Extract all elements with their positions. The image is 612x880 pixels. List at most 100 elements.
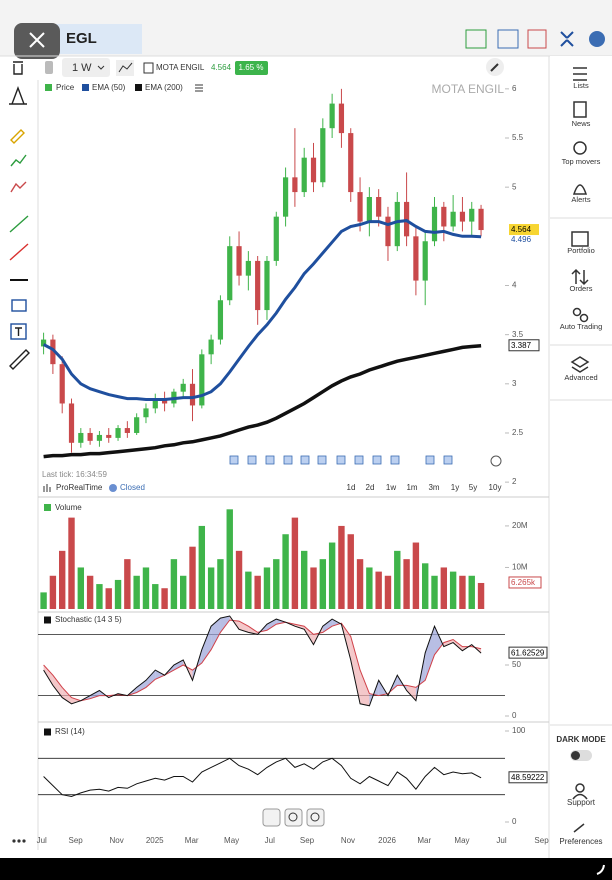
candle-body	[273, 216, 279, 261]
sidebar-label[interactable]: News	[572, 119, 591, 128]
pattern-icon[interactable]	[10, 181, 27, 193]
instrument: MOTA ENGIL	[156, 63, 205, 72]
volume-bar	[347, 534, 354, 609]
volume-bar	[152, 584, 159, 609]
range-button[interactable]: 1m	[406, 483, 417, 492]
panel-title: RSI (14)	[55, 727, 85, 736]
sidebar-label[interactable]: Alerts	[571, 195, 590, 204]
sidebar-label[interactable]: Auto Trading	[560, 322, 603, 331]
period-select[interactable]	[62, 58, 110, 77]
sidebar-label[interactable]: Portfolio	[567, 246, 595, 255]
last-price: 4.564	[511, 225, 532, 234]
volume-bar	[133, 575, 140, 609]
x-tick-label: Mar	[185, 836, 199, 845]
zoom-out[interactable]	[284, 808, 303, 827]
x-tick-label: May	[454, 836, 469, 845]
info-icon[interactable]	[143, 62, 154, 74]
candle-body	[348, 133, 354, 193]
candle-body	[161, 398, 168, 404]
range-button[interactable]: 1y	[451, 483, 459, 492]
x-tick-label: Jul	[496, 836, 506, 845]
trend-icon[interactable]	[10, 154, 27, 167]
x-tick-label: May	[224, 836, 239, 845]
x-tick-label: 2026	[378, 836, 396, 845]
range-button[interactable]: 2d	[366, 483, 375, 492]
y-tick-label: 100	[512, 726, 526, 735]
volume-bar	[180, 575, 187, 609]
range-button[interactable]: 3m	[428, 483, 439, 492]
x-tick-label: Jul	[265, 836, 275, 845]
legend-label: EMA (200)	[145, 83, 183, 92]
candle-body	[87, 432, 93, 441]
fullscreen-icon[interactable]	[560, 31, 574, 47]
y-tick-label: 3.5	[512, 330, 524, 339]
volume-bar	[282, 534, 289, 609]
range-button[interactable]: 5y	[469, 483, 477, 492]
candle-body	[96, 434, 103, 441]
candle-body	[208, 339, 214, 355]
rect-tool[interactable]	[11, 299, 27, 312]
text-tool[interactable]	[10, 323, 27, 340]
y-tick-label: 4	[512, 281, 517, 290]
text-glyph	[15, 327, 22, 336]
y-tick-label: 5.5	[512, 133, 524, 142]
legend-menu[interactable]	[195, 84, 203, 92]
trade-icon[interactable]	[527, 29, 547, 49]
candle-body	[152, 398, 158, 409]
sidebar-label[interactable]: Orders	[570, 284, 593, 293]
oscillator-fill	[220, 616, 230, 633]
pencil-icon[interactable]	[10, 129, 25, 144]
volume-bar	[263, 567, 271, 609]
sidebar-label[interactable]: Lists	[573, 81, 589, 90]
y-tick-label: 0	[512, 711, 517, 720]
oscillator-fill	[313, 626, 323, 645]
ema-line	[43, 344, 482, 459]
volume-bar	[114, 579, 122, 609]
volume-bar	[226, 509, 233, 609]
alert-icon[interactable]	[9, 86, 27, 105]
reset-zoom[interactable]	[262, 808, 281, 827]
oscillator-fill	[453, 639, 463, 651]
symbol-box[interactable]	[48, 24, 142, 54]
ruler-tool[interactable]	[9, 349, 30, 370]
volume-bar	[459, 575, 466, 609]
indicator-icon[interactable]	[465, 29, 487, 49]
y-tick-label: 50	[512, 660, 521, 669]
panel-swatch	[44, 616, 51, 624]
oscillator-fill	[434, 626, 444, 655]
wrench-icon	[490, 63, 499, 72]
candle-body	[59, 364, 65, 404]
info-button[interactable]	[490, 455, 502, 467]
sidebar-label[interactable]: Top movers	[562, 157, 601, 166]
volume-bar	[449, 571, 457, 609]
volume-bar	[245, 571, 252, 609]
more-button[interactable]	[12, 839, 26, 843]
dock-icon	[596, 864, 605, 875]
watermark: MOTA ENGIL	[432, 82, 505, 96]
symbol: EGL	[66, 30, 97, 47]
sidebar-label[interactable]: Preferences	[559, 837, 602, 846]
trash-icon[interactable]	[13, 61, 23, 75]
candle-body	[78, 432, 84, 443]
sync-icon[interactable]	[589, 31, 605, 47]
range-button[interactable]: 1w	[386, 483, 396, 492]
zoom-in[interactable]	[306, 808, 325, 827]
oscillator-fill	[266, 619, 277, 631]
range-button[interactable]: 10y	[489, 483, 502, 492]
line-tool[interactable]	[9, 215, 29, 233]
ema-badge	[508, 339, 540, 352]
legend-label: EMA (50)	[92, 83, 126, 92]
price: 4.564	[211, 63, 232, 72]
volume-bar	[235, 550, 243, 609]
candle-body	[115, 428, 121, 438]
volume-bar	[440, 567, 448, 609]
range-button[interactable]: 1d	[347, 483, 356, 492]
handle[interactable]	[45, 61, 53, 74]
compare-icon[interactable]	[497, 29, 519, 49]
legend-swatch	[82, 84, 89, 91]
sidebar-label[interactable]: Advanced	[564, 373, 597, 382]
sidebar-label[interactable]: Support	[567, 798, 596, 807]
line-tool[interactable]	[9, 243, 29, 261]
y-tick-label: 20M	[512, 521, 528, 530]
